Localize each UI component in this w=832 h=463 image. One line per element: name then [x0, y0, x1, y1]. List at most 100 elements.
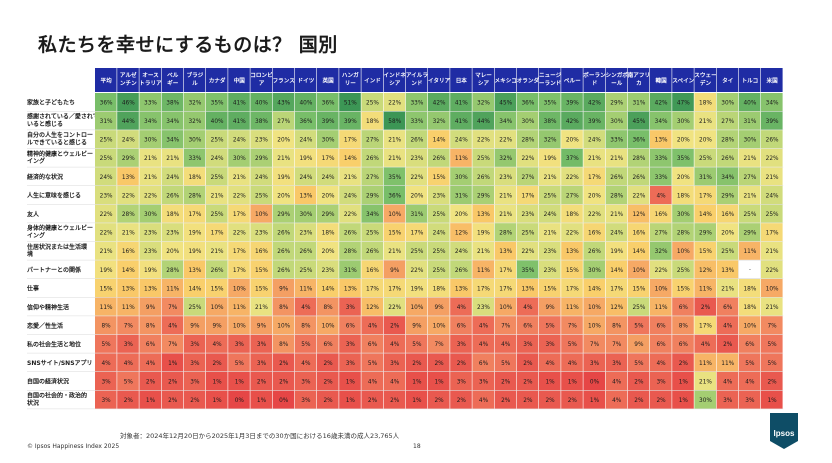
heat-cell-label: 22%: [521, 156, 534, 162]
heat-cell: [516, 316, 539, 335]
heat-cell-label: 28%: [344, 249, 357, 255]
heat-cell: [539, 279, 561, 297]
heat-cell: [383, 186, 406, 204]
heat-cell-label: 16%: [588, 231, 601, 237]
heat-cell-label: 17%: [344, 138, 357, 144]
heat-cell-label: 25%: [211, 138, 224, 144]
heat-cell-label: 2%: [390, 398, 400, 404]
heat-cell-label: 25%: [366, 231, 379, 237]
heat-cell: [472, 111, 494, 130]
heat-cell: [383, 241, 406, 260]
heat-cell-label: 14%: [632, 249, 645, 255]
heat-cell-label: 7%: [168, 305, 178, 311]
heat-cell: [583, 130, 605, 149]
heat-cell-label: 5%: [301, 342, 311, 348]
heat-cell-label: 6%: [368, 342, 378, 348]
column-header-label: ポーラン: [583, 71, 606, 79]
column-header-label: タイ: [722, 77, 733, 85]
heat-cell-label: 25%: [433, 268, 446, 274]
heat-cell: [183, 204, 206, 223]
heat-cell-label: 10%: [388, 212, 401, 218]
heat-cell-label: 4%: [457, 305, 467, 311]
row-label: 経済的な状況: [27, 173, 63, 181]
heat-cell: [650, 297, 672, 316]
heat-cell-label: 8%: [279, 305, 289, 311]
heat-cell-label: 23%: [499, 175, 512, 181]
heat-cell: [605, 241, 628, 260]
heat-cell: [361, 241, 383, 260]
heat-cell-label: 26%: [455, 268, 468, 274]
heat-cell: [294, 111, 317, 130]
heat-cell: [228, 204, 250, 223]
heat-cell-label: 20%: [699, 138, 712, 144]
heat-cell: [361, 167, 383, 186]
heat-cell: [450, 111, 472, 130]
heat-cell: [650, 353, 672, 372]
heat-cell-label: 9%: [257, 324, 267, 330]
heat-cell: [516, 334, 539, 353]
heat-cell: [605, 353, 628, 372]
heat-cell-label: 17%: [211, 231, 224, 237]
column-header-bg: [627, 68, 650, 92]
heat-cell-label: 2%: [434, 361, 444, 367]
heat-cell: [450, 148, 472, 167]
heat-cell: [250, 316, 272, 335]
heat-cell: [228, 241, 250, 260]
heat-cell-label: 29%: [322, 212, 335, 218]
heat-cell: [339, 334, 361, 353]
heat-cell: [250, 241, 272, 260]
heat-cell: [206, 130, 228, 149]
heat-cell: [161, 167, 184, 186]
heat-cell-label: 39%: [566, 100, 579, 106]
heat-cell: [716, 390, 739, 409]
heat-cell: [139, 186, 161, 204]
heat-cell: [383, 260, 406, 279]
heat-cell: [583, 334, 605, 353]
heat-cell: [317, 279, 339, 297]
heat-cell-label: 25%: [544, 193, 557, 199]
heat-cell-label: 5%: [767, 342, 777, 348]
heat-cell-label: 4%: [723, 379, 733, 385]
heat-cell-label: 3%: [346, 361, 356, 367]
heat-cell-label: 31%: [699, 175, 712, 181]
heat-cell-label: 19%: [410, 286, 423, 292]
heat-cell: [317, 316, 339, 335]
heat-cell: [383, 204, 406, 223]
heat-cell-label: 21%: [122, 231, 135, 237]
heat-cell-label: 26%: [588, 249, 601, 255]
heat-cell-label: 6%: [457, 324, 467, 330]
column-header-label: リー: [345, 80, 357, 87]
heat-cell: [405, 353, 428, 372]
column-header-bg: [139, 68, 161, 92]
heat-cell: [428, 316, 450, 335]
heat-cell-label: 5%: [745, 361, 755, 367]
heat-cell: [761, 316, 783, 335]
heat-cell: [428, 260, 450, 279]
heat-cell: [405, 316, 428, 335]
heat-cell-label: 10%: [233, 324, 246, 330]
row-label: SNSサイト/SNSアプリ: [27, 359, 93, 367]
heat-cell: [650, 390, 672, 409]
heat-cell-label: 3%: [257, 342, 267, 348]
heat-cell-label: 35%: [544, 100, 557, 106]
heat-cell: [428, 241, 450, 260]
heat-cell-label: 9%: [279, 286, 289, 292]
heat-cell-label: 41%: [455, 119, 468, 125]
heat-cell: [516, 297, 539, 316]
heat-cell-label: 4%: [568, 361, 578, 367]
column-header-label: ペルー: [564, 78, 581, 85]
heat-cell: [694, 223, 716, 242]
heat-cell: [405, 390, 428, 409]
heat-cell-label: 25%: [211, 175, 224, 181]
heat-cell: [183, 223, 206, 242]
heat-cell: [339, 204, 361, 223]
heat-cell-label: 21%: [699, 119, 712, 125]
heat-cell-label: 21%: [388, 138, 401, 144]
heat-cell-label: 15%: [255, 268, 268, 274]
heat-cell: [339, 353, 361, 372]
heat-cell: [117, 223, 139, 242]
heat-cell-label: 9%: [212, 324, 222, 330]
heat-cell-label: 23%: [322, 268, 335, 274]
heat-cell: [472, 316, 494, 335]
heat-cell: [161, 297, 184, 316]
